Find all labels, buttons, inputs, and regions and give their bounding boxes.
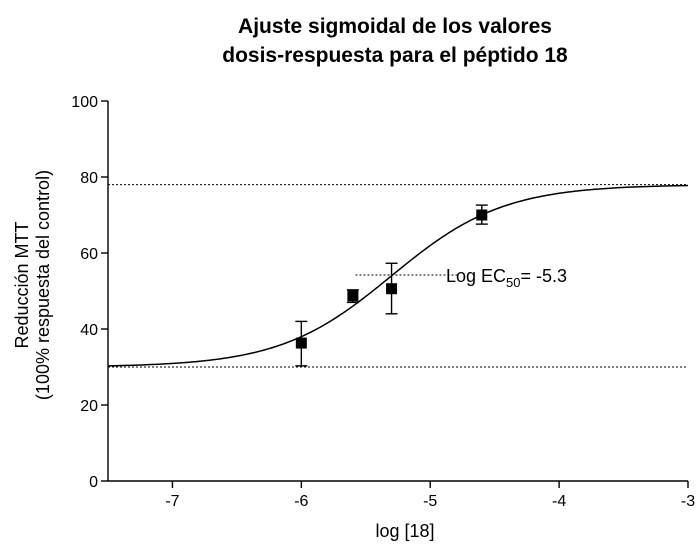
y-tick-label: 100 (71, 94, 98, 111)
chart-title-line-1: Ajuste sigmoidal de los valores (238, 15, 552, 38)
data-point (476, 209, 488, 221)
ec50-annotation-subscript: 50 (506, 275, 520, 290)
x-tick-label: -5 (423, 493, 437, 510)
data-point (386, 283, 398, 295)
x-tick-label: -4 (552, 493, 566, 510)
reference-lines (108, 184, 688, 368)
y-tick-label: 80 (80, 170, 98, 187)
y-tick-label: 40 (80, 322, 98, 339)
y-tick-label: 20 (80, 398, 98, 415)
fit-curve (107, 184, 689, 367)
ec50-annotation-suffix: = -5.3 (521, 266, 568, 286)
chart-title-line-2: dosis-respuesta para el péptido 18 (222, 44, 568, 67)
x-axis-label: log [18] (375, 521, 434, 541)
x-tick-label: -6 (294, 493, 308, 510)
axes: 0 20 40 60 80 100 -7 -6 -5 -4 -3 (71, 94, 695, 510)
y-tick-label: 60 (80, 246, 98, 263)
data-point (295, 337, 307, 349)
y-tick-label: 0 (89, 474, 98, 491)
chart-title: Ajuste sigmoidal de los valores dosis-re… (222, 15, 568, 67)
fit-curve-group (107, 184, 689, 367)
y-axis-label: Reducción MTT (100% respuesta del contro… (12, 170, 53, 400)
y-axis-label-line-1: Reducción MTT (12, 221, 32, 348)
data-point (347, 290, 359, 302)
ec50-annotation: Log EC50= -5.3 (446, 266, 567, 290)
x-tick-label: -3 (681, 493, 695, 510)
ec50-annotation-prefix: Log EC (446, 266, 506, 286)
x-tick-label: -7 (165, 493, 179, 510)
data-points (295, 204, 488, 367)
y-axis-label-line-2: (100% respuesta del control) (33, 170, 53, 400)
